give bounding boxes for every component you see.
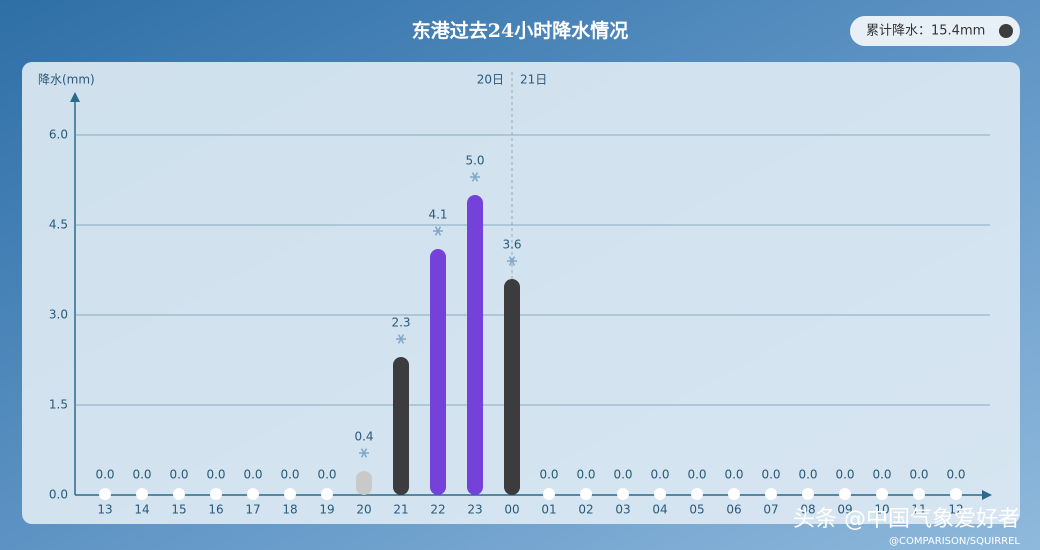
credit: @COMPARISON/SQUIRREL [889,536,1020,547]
y-axis-label: 降水(mm) [38,73,95,87]
bar [99,488,111,500]
x-tick-label: 05 [689,503,704,517]
bar [802,488,814,500]
x-tick-label: 14 [134,503,149,517]
day-label: 20日 [477,73,504,87]
y-tick-label: 3.0 [49,308,68,322]
value-label: 0.0 [872,468,891,482]
bar [136,488,148,500]
x-tick-label: 08 [800,503,815,517]
watermark: 头条 @中国气象爱好者 [793,507,1020,532]
x-tick-label: 02 [578,503,593,517]
value-label: 4.1 [428,208,447,222]
x-tick-label: 06 [726,503,741,517]
x-tick-label: 22 [430,503,445,517]
bar [504,279,520,495]
x-tick-label: 03 [615,503,630,517]
bar [210,488,222,500]
x-tick-label: 21 [393,503,408,517]
value-label: 0.0 [317,468,336,482]
panel [22,62,1020,524]
x-tick-label: 19 [319,503,334,517]
bar [950,488,962,500]
badge-dot [999,24,1013,38]
bar [467,195,483,495]
value-label: 0.0 [946,468,965,482]
x-tick-label: 13 [97,503,112,517]
value-label: 0.0 [798,468,817,482]
bar [728,488,740,500]
bar [356,471,372,495]
bar [913,488,925,500]
snowflake-icon [360,448,368,458]
x-tick-label: 17 [245,503,260,517]
value-label: 5.0 [465,154,484,168]
bar [765,488,777,500]
total-label: 累计降水：15.4mm [866,24,985,39]
bar [691,488,703,500]
x-tick-label: 10 [874,503,889,517]
bar [580,488,592,500]
bar [617,488,629,500]
value-label: 0.0 [132,468,151,482]
x-tick-label: 00 [504,503,519,517]
bar [393,357,409,495]
bar [839,488,851,500]
y-tick-label: 1.5 [49,398,68,412]
x-tick-label: 11 [911,503,926,517]
chart-title: 东港过去24小时降水情况 [412,19,628,42]
x-axis-arrow [982,490,992,500]
value-label: 0.0 [576,468,595,482]
value-label: 0.0 [724,468,743,482]
value-label: 2.3 [391,316,410,330]
x-tick-label: 20 [356,503,371,517]
value-label: 0.0 [539,468,558,482]
y-tick-label: 0.0 [49,488,68,502]
bar [247,488,259,500]
y-tick-label: 6.0 [49,128,68,142]
value-label: 0.0 [761,468,780,482]
value-label: 0.0 [95,468,114,482]
snowflake-icon [471,172,479,182]
value-label: 0.0 [613,468,632,482]
snowflake-icon [434,226,442,236]
x-tick-label: 01 [541,503,556,517]
value-label: 0.0 [206,468,225,482]
x-tick-label: 23 [467,503,482,517]
snowflake-icon [508,256,516,266]
value-label: 0.4 [354,430,373,444]
x-tick-label: 18 [282,503,297,517]
value-label: 0.0 [687,468,706,482]
bar [173,488,185,500]
total-badge [850,16,1020,46]
x-tick-label: 04 [652,503,667,517]
value-label: 0.0 [909,468,928,482]
value-label: 3.6 [502,238,521,252]
y-tick-label: 4.5 [49,218,68,232]
x-tick-label: 15 [171,503,186,517]
bar [876,488,888,500]
bar [654,488,666,500]
value-label: 0.0 [243,468,262,482]
y-axis-arrow [70,92,80,102]
x-tick-label: 12 [948,503,963,517]
value-label: 0.0 [835,468,854,482]
day-label: 21日 [520,73,547,87]
bar [321,488,333,500]
x-tick-label: 07 [763,503,778,517]
bar [430,249,446,495]
value-label: 0.0 [169,468,188,482]
x-tick-label: 09 [837,503,852,517]
value-label: 0.0 [650,468,669,482]
bar [284,488,296,500]
x-tick-label: 16 [208,503,223,517]
bar [543,488,555,500]
snowflake-icon [397,334,405,344]
value-label: 0.0 [280,468,299,482]
